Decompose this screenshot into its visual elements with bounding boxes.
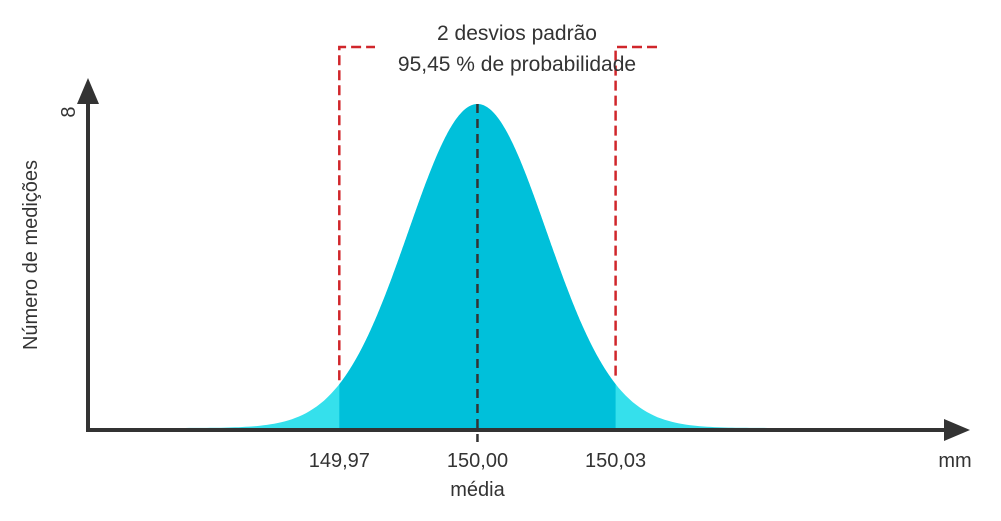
annotation-line-1: 2 desvios padrão [437, 22, 597, 45]
mean-label: média [450, 479, 505, 501]
y-axis-arrow-icon [77, 78, 99, 104]
x-tick-label-1: 150,00 [447, 450, 508, 472]
x-axis-unit-label: mm [938, 450, 971, 472]
interval-bracket [338, 45, 657, 381]
x-tick-label-2: 150,03 [585, 450, 646, 472]
y-axis-label: Número de medições [20, 160, 42, 350]
annotation-line-2: 95,45 % de probabilidade [398, 53, 636, 76]
bracket-right-line [614, 45, 657, 381]
axes [77, 78, 970, 441]
interval-shaded-area [339, 104, 616, 428]
y-axis-top-tick: 8 [58, 106, 80, 117]
x-tick-label-0: 149,97 [309, 450, 370, 472]
x-axis-arrow-icon [944, 419, 970, 441]
bracket-left-line [338, 45, 375, 381]
x-tick-labels: 149,97 150,00 150,03 [309, 450, 646, 472]
